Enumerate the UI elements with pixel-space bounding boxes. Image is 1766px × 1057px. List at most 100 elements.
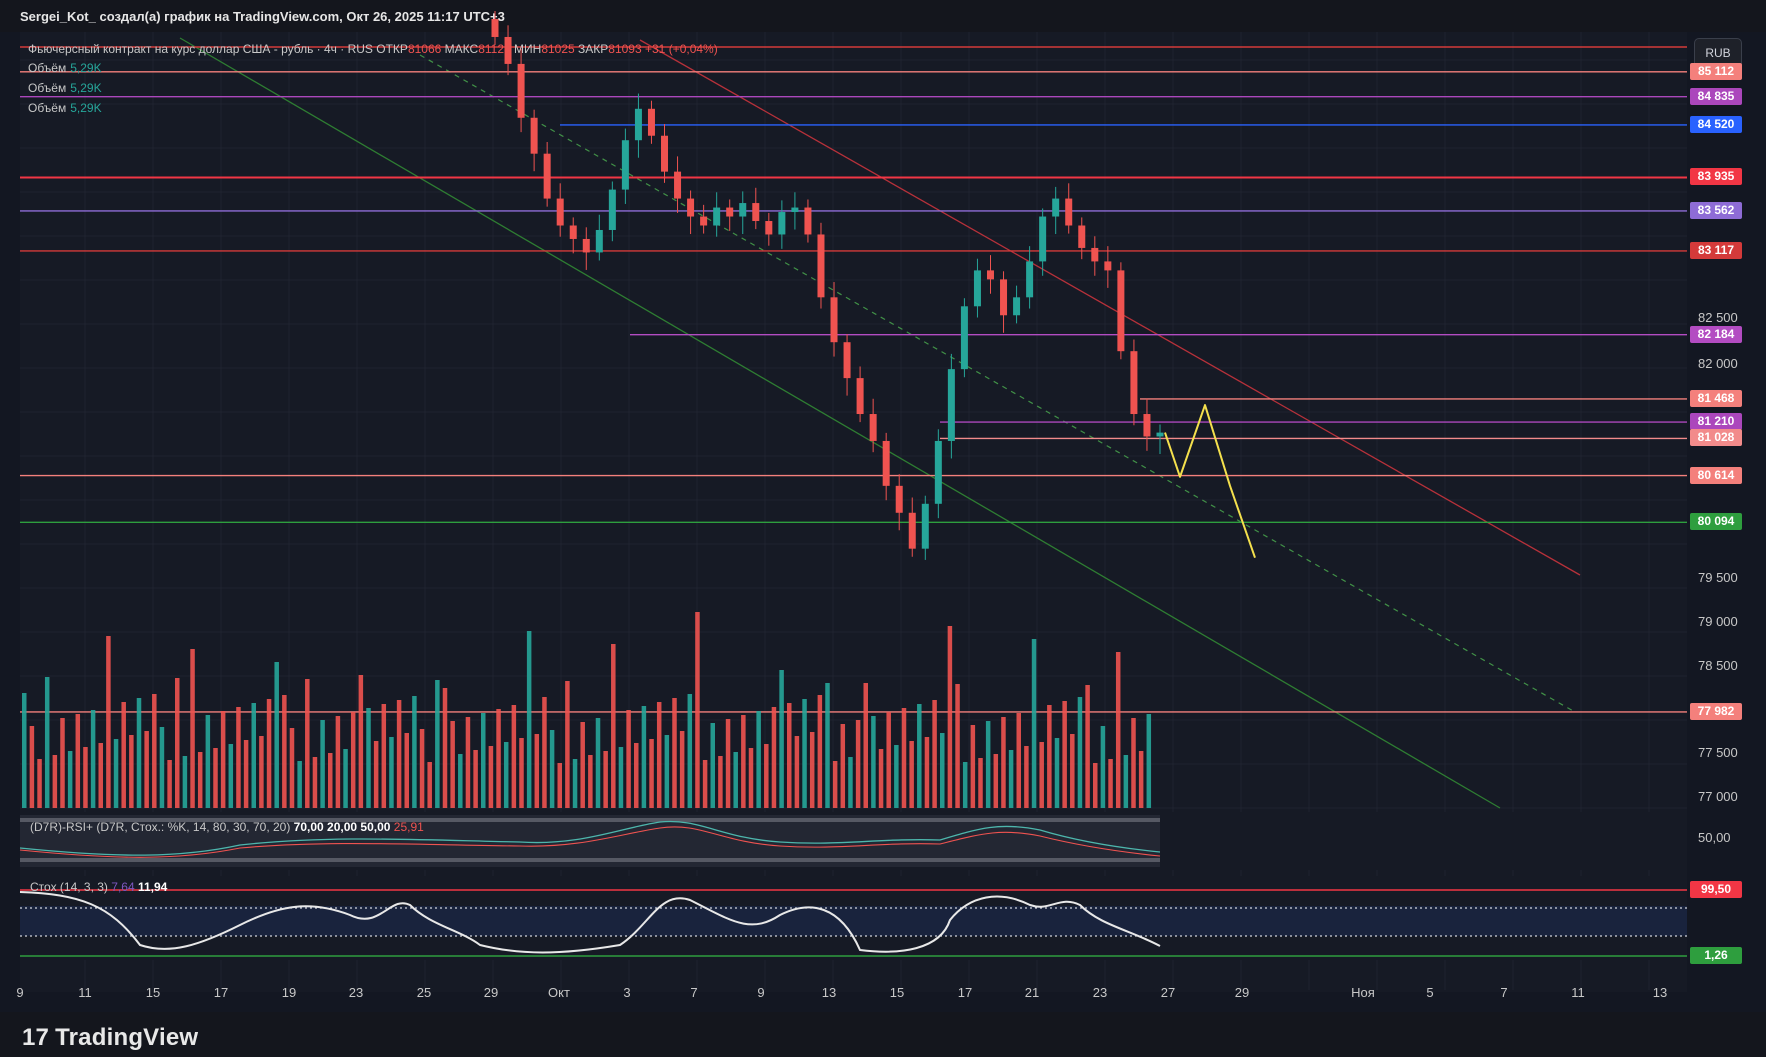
rsi-panel (19, 812, 1687, 870)
stoch-k-line (19, 891, 1161, 954)
price-tick: 77 000 (1698, 789, 1738, 804)
volume-bar (427, 762, 432, 808)
price-level-badge: 85 112 (1690, 62, 1742, 80)
volume-bar (113, 739, 119, 808)
candle-body (1078, 225, 1086, 248)
price-chart[interactable] (0, 0, 1766, 1012)
candle-body (1052, 198, 1060, 217)
legend-change: +31 (+0,04%) (645, 42, 718, 56)
volume-bar (488, 746, 494, 808)
top-bar: Sergei_Kot_ создал(а) график на TradingV… (0, 0, 1766, 32)
volume-bar (756, 711, 761, 808)
price-tick: 82 000 (1698, 356, 1738, 371)
candle-body (986, 270, 994, 280)
time-tick: 5 (1426, 985, 1434, 1000)
volume-bar (878, 749, 884, 808)
candle-body (804, 207, 812, 235)
volume-bar (350, 712, 356, 808)
volume-value: 5,29K (70, 81, 102, 95)
volume-bar (282, 695, 287, 808)
volume-bar (297, 761, 302, 808)
volume-bar (435, 680, 440, 808)
candle-body (1065, 198, 1073, 226)
candle-body (947, 369, 955, 441)
legend-open-value: 81066 (407, 42, 442, 56)
volume-bar (419, 729, 425, 808)
volume-bar (649, 739, 654, 808)
candle-body (869, 414, 877, 441)
legend-close-value: 81093 (608, 42, 642, 56)
legend-volume-row[interactable]: Объём 5,29K (28, 61, 102, 75)
volume-bar (159, 727, 165, 808)
candle-body (556, 198, 564, 226)
time-tick: 17 (957, 985, 973, 1000)
stoch-range (20, 906, 1687, 936)
volume-bar (1001, 717, 1006, 808)
candle-body (960, 306, 968, 370)
candle-body (1026, 261, 1034, 298)
candle-body (569, 225, 577, 239)
time-tick: 21 (1024, 985, 1040, 1000)
volume-bar (503, 742, 509, 808)
volume-bar (557, 763, 562, 808)
volume-bar (366, 708, 371, 808)
legend-volume-row[interactable]: Объём 5,29K (28, 81, 102, 95)
price-level-badge: 83 562 (1690, 201, 1742, 219)
price-level-badge: 80 094 (1690, 513, 1742, 531)
volume-bar (274, 662, 279, 808)
candle-body (530, 117, 538, 154)
legend-high-value: 81128 (478, 42, 511, 56)
volume-label: Объём (28, 101, 67, 115)
time-tick: 11 (78, 985, 92, 1000)
volume-label: Объём (28, 61, 67, 75)
volume-bar (611, 644, 616, 808)
candle-body (1039, 216, 1047, 262)
footer: 17 TradingView (0, 1012, 1766, 1057)
candle-body (791, 207, 799, 213)
volume-bar (1008, 750, 1014, 808)
stoch-value: 7,64 (111, 880, 135, 894)
volume-bar (641, 706, 647, 808)
price-level-badge: 81 210 (1690, 413, 1742, 431)
tradingview-logo[interactable]: 17 TradingView (22, 1024, 198, 1052)
volume-bar (549, 730, 555, 808)
volume-bar (588, 755, 593, 808)
rsi-line (19, 820, 1161, 856)
volume-bar (1138, 751, 1144, 808)
volume-bar (664, 735, 670, 808)
volume-bar (251, 703, 256, 808)
candle-body (621, 140, 629, 190)
volume-label: Объём (28, 81, 67, 95)
volume-bar (993, 754, 999, 808)
volume-bar (450, 721, 455, 808)
rsi-value: 50,00 (360, 820, 391, 834)
volume-bar (52, 755, 58, 808)
volume-bar (1100, 726, 1106, 808)
candles (491, 10, 1164, 560)
volume-bar (213, 748, 218, 808)
volume-bar (136, 698, 142, 808)
price-level-badge: 81 028 (1690, 429, 1742, 447)
volume-bar (940, 733, 945, 808)
candle-body (713, 207, 721, 226)
price-level-badge: 82 184 (1690, 325, 1742, 343)
candle-body (830, 297, 838, 343)
volume-bar (595, 718, 601, 808)
volume-bar (220, 711, 226, 808)
candle-body (1117, 270, 1125, 352)
rsi-label: (D7R)-RSI+ (D7R, Стох.: %K, 14, 80, 30, … (30, 820, 424, 834)
volume-bar (741, 715, 746, 808)
candle-body (1000, 279, 1008, 316)
volume-value: 5,29K (70, 101, 102, 115)
candle-body (843, 342, 851, 379)
time-tick: 29 (483, 985, 499, 1000)
volume-bar (481, 713, 486, 808)
candle-body (634, 108, 642, 141)
volume-bar (289, 728, 295, 808)
volume-bar (985, 721, 991, 808)
candle-body (608, 189, 616, 230)
volume-bar (687, 694, 693, 808)
volume-bar (404, 733, 409, 808)
legend-volume-row[interactable]: Объём 5,29K (28, 101, 102, 115)
volume-bar (863, 683, 868, 808)
